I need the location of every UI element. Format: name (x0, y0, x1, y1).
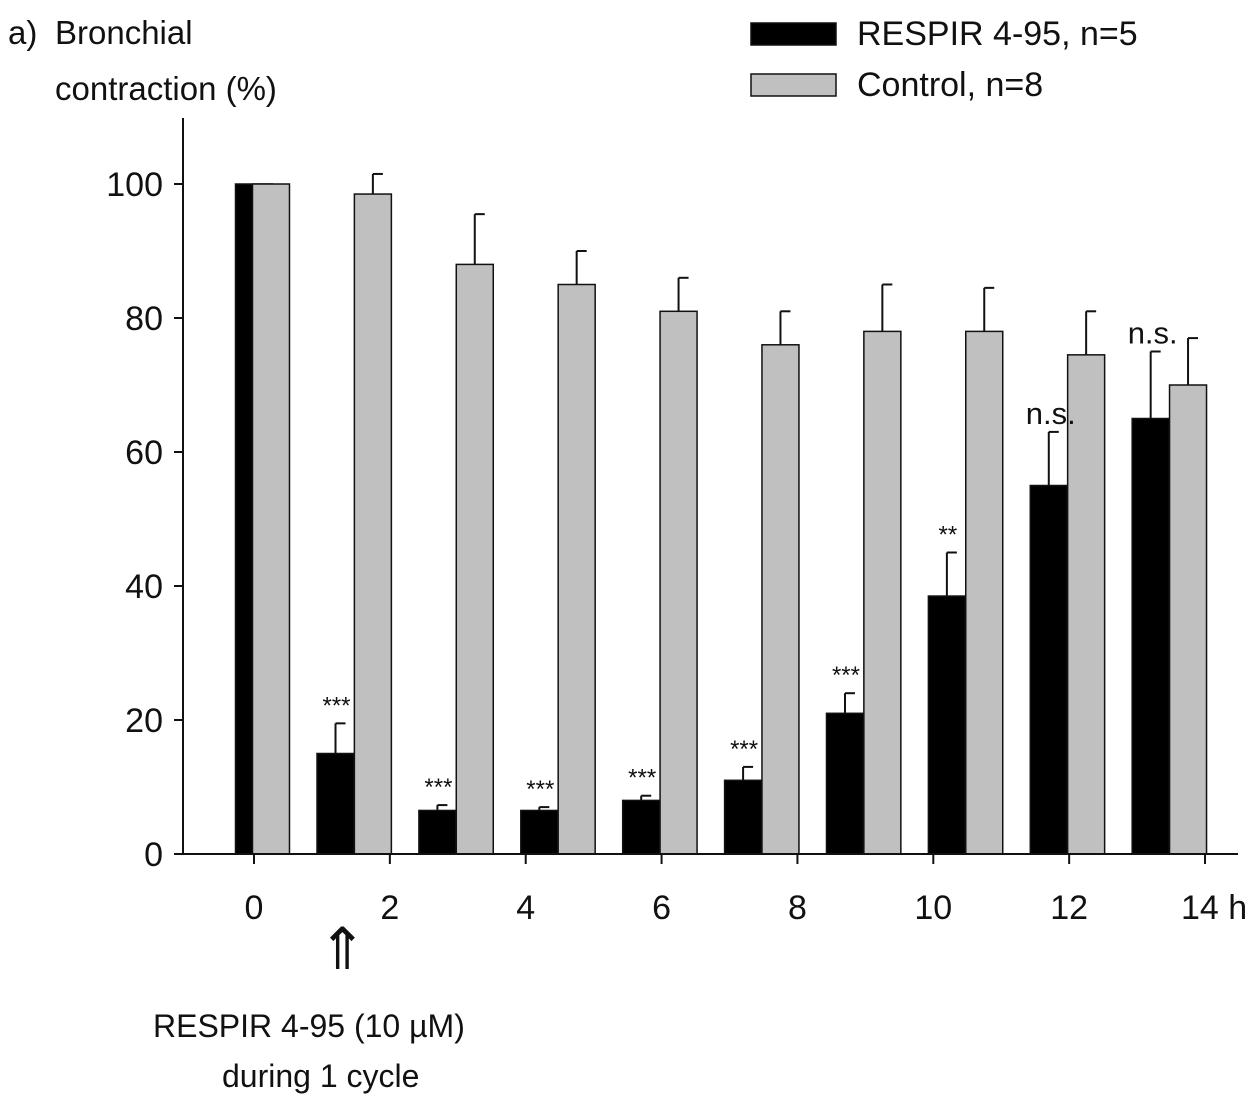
significance-marker-1: *** (424, 774, 452, 801)
bar-s1-6 (863, 330, 902, 855)
x-tick-label-0: 0 (245, 889, 264, 927)
bar-s0-8 (1029, 484, 1069, 855)
y-tick-label-1: 20 (125, 702, 163, 740)
y-axis-label-line1: Bronchial (55, 14, 193, 51)
y-tick-label-0: 0 (144, 836, 163, 874)
legend: RESPIR 4-95, n=5 Control, n=8 (750, 15, 1138, 104)
annotation-arrow: ⇑ (318, 915, 367, 983)
x-tick-label-1: 2 (380, 889, 399, 927)
significance-marker-7: n.s. (1026, 396, 1076, 431)
bar-s0-2 (418, 809, 457, 855)
bar-s0-5 (723, 779, 763, 855)
bar-s0-7 (927, 595, 967, 855)
x-tick-label-5: 10 (914, 889, 952, 927)
bar-s0-1 (316, 752, 355, 855)
bar-s0-3 (520, 809, 559, 855)
bar-s0-6 (825, 712, 865, 855)
bar-s0-4 (621, 799, 661, 855)
bar-s1-8 (1066, 354, 1106, 855)
legend-label-1: Control, n=8 (857, 66, 1043, 104)
significance-marker-0: *** (323, 692, 351, 719)
legend-swatch-1 (750, 73, 837, 97)
y-tick-label-5: 100 (106, 166, 163, 204)
axes-layer: 0 20 40 60 80 100 0 2 4 6 8 10 12 14 h (106, 118, 1247, 927)
bar-s1-1 (353, 193, 393, 855)
annotation-line2: during 1 cycle (222, 1058, 420, 1094)
significance-marker-8: n.s. (1128, 316, 1178, 351)
significance-marker-5: *** (832, 662, 860, 689)
panel-label: a) (8, 14, 38, 51)
y-tick-label-3: 60 (125, 434, 163, 472)
x-tick-label-6: 12 (1050, 889, 1088, 927)
bar-s1-0 (251, 183, 291, 855)
bar-s1-9 (1168, 384, 1208, 855)
annotation-line1: RESPIR 4-95 (10 µM) (153, 1008, 465, 1044)
y-axis-label-line2: contraction (%) (55, 70, 277, 107)
significance-marker-6: ** (939, 522, 958, 549)
bar-s1-5 (761, 344, 800, 855)
x-tick-label-4: 8 (788, 889, 807, 927)
y-tick-label-4: 80 (125, 300, 163, 338)
bar-s0-9 (1131, 417, 1170, 855)
significance-marker-2: *** (526, 776, 554, 803)
labels-layer: ****** *** ***********n.s.n.s. (323, 316, 1178, 804)
legend-label-0: RESPIR 4-95, n=5 (857, 15, 1138, 53)
significance-marker-3: *** (628, 765, 656, 792)
x-tick-label-7: 14 h (1181, 889, 1247, 927)
legend-swatch-0 (750, 22, 837, 46)
bar-s1-3 (557, 283, 596, 855)
x-tick-label-2: 4 (516, 889, 535, 927)
bars-layer (234, 172, 1208, 855)
bar-s1-4 (659, 310, 698, 855)
x-tick-label-3: 6 (652, 889, 671, 927)
significance-marker-4: *** (730, 736, 758, 763)
bar-s1-2 (455, 263, 495, 855)
bar-s1-7 (964, 330, 1004, 855)
y-tick-label-2: 40 (125, 568, 163, 606)
